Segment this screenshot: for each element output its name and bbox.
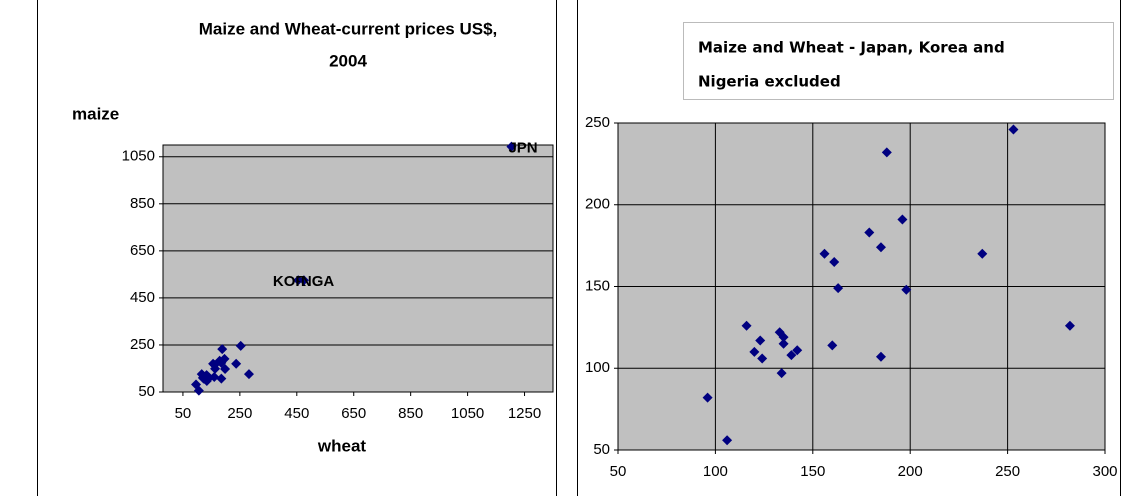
point bbox=[977, 248, 988, 259]
point bbox=[864, 227, 875, 238]
point bbox=[776, 368, 787, 379]
y-tick-label: 150 bbox=[585, 277, 610, 294]
point bbox=[778, 338, 789, 349]
point bbox=[786, 350, 797, 361]
x-tick-label: 300 bbox=[1092, 463, 1117, 480]
point bbox=[833, 283, 844, 294]
y-tick-label: 450 bbox=[130, 289, 155, 306]
point bbox=[901, 284, 912, 295]
point bbox=[741, 320, 752, 331]
x-tick-label: 1050 bbox=[451, 405, 484, 422]
point bbox=[827, 340, 838, 351]
point bbox=[702, 392, 713, 403]
x-tick-label: 50 bbox=[610, 463, 627, 480]
point bbox=[506, 141, 517, 152]
y-tick-label: 1050 bbox=[122, 148, 155, 165]
x-tick-label: 250 bbox=[995, 463, 1020, 480]
chart-title: Maize and Wheat-current prices US$, bbox=[199, 19, 498, 38]
x-tick-label: 50 bbox=[175, 405, 192, 422]
y-tick-label: 100 bbox=[585, 359, 610, 376]
point bbox=[875, 242, 886, 253]
point bbox=[778, 332, 789, 343]
point bbox=[293, 275, 304, 286]
point bbox=[829, 256, 840, 267]
point bbox=[216, 373, 227, 384]
point bbox=[875, 351, 886, 362]
point bbox=[749, 346, 760, 357]
x-tick-label: 200 bbox=[898, 463, 923, 480]
point bbox=[209, 371, 220, 382]
point bbox=[298, 275, 309, 286]
x-tick-label: 150 bbox=[800, 463, 825, 480]
point bbox=[881, 147, 892, 158]
y-tick-label: 50 bbox=[138, 383, 155, 400]
x-tick-label: 650 bbox=[341, 405, 366, 422]
point bbox=[231, 358, 242, 369]
x-axis-label: wheat bbox=[317, 436, 367, 455]
y-tick-label: 250 bbox=[585, 114, 610, 131]
point bbox=[217, 344, 228, 355]
point bbox=[220, 363, 231, 374]
chart-title: 2004 bbox=[329, 51, 367, 70]
plot-area bbox=[162, 144, 554, 393]
x-tick-label: 450 bbox=[284, 405, 309, 422]
x-tick-label: 250 bbox=[227, 405, 252, 422]
point bbox=[193, 385, 204, 396]
title-box bbox=[683, 22, 1114, 100]
point bbox=[819, 248, 830, 259]
chart-title: Nigeria excluded bbox=[698, 73, 841, 91]
point bbox=[1064, 320, 1075, 331]
point bbox=[219, 353, 230, 364]
point-label: KOR bbox=[273, 273, 307, 290]
point-label: NGA bbox=[301, 273, 335, 290]
y-tick-label: 50 bbox=[593, 441, 610, 458]
x-tick-label: 1250 bbox=[508, 405, 541, 422]
point bbox=[897, 214, 908, 225]
point-label: JPN bbox=[508, 140, 537, 157]
y-axis-label: maize bbox=[72, 104, 119, 123]
chart-title: Maize and Wheat - Japan, Korea and bbox=[698, 39, 1005, 57]
point bbox=[235, 340, 246, 351]
point bbox=[792, 345, 803, 356]
x-tick-label: 850 bbox=[398, 405, 423, 422]
point bbox=[1008, 124, 1019, 135]
point bbox=[755, 335, 766, 346]
point bbox=[757, 353, 768, 364]
x-tick-label: 100 bbox=[703, 463, 728, 480]
point bbox=[243, 369, 254, 380]
y-tick-label: 650 bbox=[130, 242, 155, 259]
y-tick-label: 250 bbox=[130, 336, 155, 353]
y-tick-label: 850 bbox=[130, 195, 155, 212]
y-tick-label: 200 bbox=[585, 196, 610, 213]
point bbox=[722, 435, 733, 446]
